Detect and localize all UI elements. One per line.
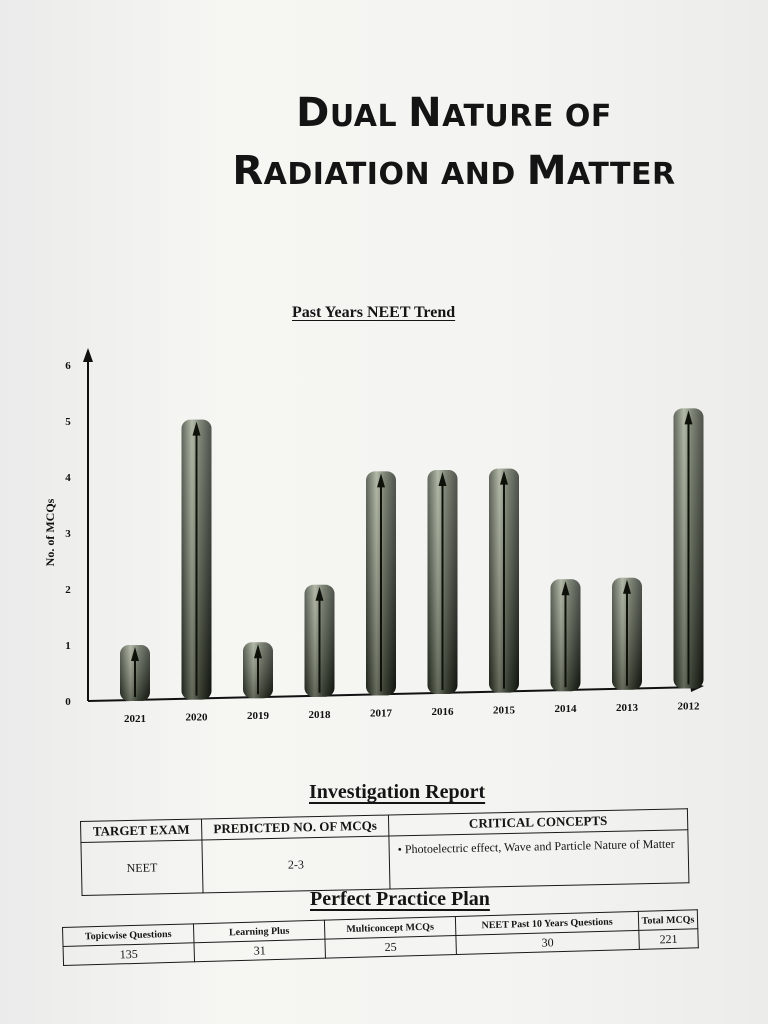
page-title-line-2: RADIATION AND MATTER — [70, 148, 768, 194]
bar-arrow-head — [684, 410, 693, 425]
concepts-cell: • Photoelectric effect, Wave and Particl… — [388, 829, 689, 890]
neet-trend-chart: 0 1 2 3 4 5 6 No. of MCQs 2021 2020 2019 2018 2017 20… — [43, 348, 704, 725]
x-tick-label: 2017 — [370, 707, 393, 719]
bar-2018 — [304, 584, 335, 697]
title-word: UAL — [329, 99, 409, 134]
title-cap: N — [408, 90, 443, 136]
chart-title: Past Years NEET Trend — [292, 304, 456, 321]
y-tick-label: 5 — [65, 416, 71, 428]
header-total: Total MCQs — [638, 909, 698, 931]
learning-plus-value: 31 — [193, 939, 326, 962]
title-word: ATURE — [442, 99, 565, 134]
bar-arrow-head — [315, 586, 324, 601]
x-tick-label: 2013 — [616, 702, 639, 714]
bar-2012 — [673, 408, 704, 689]
y-axis-arrow — [83, 348, 93, 362]
bar-2017 — [366, 471, 396, 696]
bar-arrow-head — [192, 421, 201, 436]
page-title-line-1: DUAL NATURE OF — [70, 90, 768, 136]
bar-arrow-head — [254, 644, 262, 659]
bar-2021 — [120, 645, 150, 701]
bar-2013 — [612, 577, 642, 690]
multiconcept-value: 25 — [324, 935, 457, 959]
title-word: ATTER — [567, 157, 676, 192]
title-cap: D — [296, 90, 330, 136]
bar-arrow-head — [438, 472, 447, 486]
chart-bars — [120, 408, 704, 701]
y-tick-label: 2 — [65, 584, 71, 596]
investigation-table: TARGET EXAM PREDICTED NO. OF MCQs CRITIC… — [80, 808, 689, 896]
y-tick-label: 0 — [65, 696, 71, 708]
x-tick-label: 2020 — [186, 712, 209, 724]
title-cap: R — [232, 148, 264, 194]
exam-cell: NEET — [80, 839, 204, 896]
predicted-cell: 2-3 — [201, 836, 390, 893]
chart-labels: 0 1 2 3 4 5 6 No. of MCQs 2021 2020 2019 2018 2017 20… — [43, 360, 700, 725]
topicwise-value: 135 — [63, 942, 195, 966]
bar-arrow-head — [561, 581, 570, 596]
bar-2020 — [181, 419, 212, 700]
header-target-exam: TARGET EXAM — [80, 818, 202, 843]
x-tick-label: 2014 — [555, 703, 578, 715]
y-tick-label: 1 — [65, 640, 71, 652]
bar-arrow-head — [131, 647, 139, 661]
x-tick-label: 2019 — [247, 710, 270, 722]
bar-2014 — [550, 579, 581, 692]
x-tick-label: 2012 — [678, 700, 701, 712]
bar-arrow-head — [500, 470, 508, 485]
bar-2019 — [243, 642, 273, 699]
title-cap: M — [526, 148, 568, 194]
title-word: OF — [564, 99, 612, 134]
x-tick-label: 2016 — [432, 706, 455, 718]
bar-arrow-head — [623, 579, 631, 594]
x-tick-label: 2021 — [124, 713, 146, 725]
y-tick-label: 6 — [65, 360, 71, 372]
title-word: ADIATION AND — [263, 157, 527, 192]
y-axis-label: No. of MCQs — [43, 498, 57, 566]
practice-plan-title: Perfect Practice Plan — [310, 888, 490, 910]
x-tick-label: 2015 — [493, 705, 516, 717]
y-tick-label: 3 — [65, 528, 71, 540]
x-tick-label: 2018 — [309, 709, 332, 721]
bar-2015 — [489, 468, 519, 693]
bar-arrow-head — [377, 473, 385, 488]
bar-2016 — [427, 470, 458, 694]
y-tick-label: 4 — [65, 472, 71, 484]
total-value: 221 — [638, 928, 699, 950]
investigation-report-title: Investigation Report — [309, 781, 486, 803]
